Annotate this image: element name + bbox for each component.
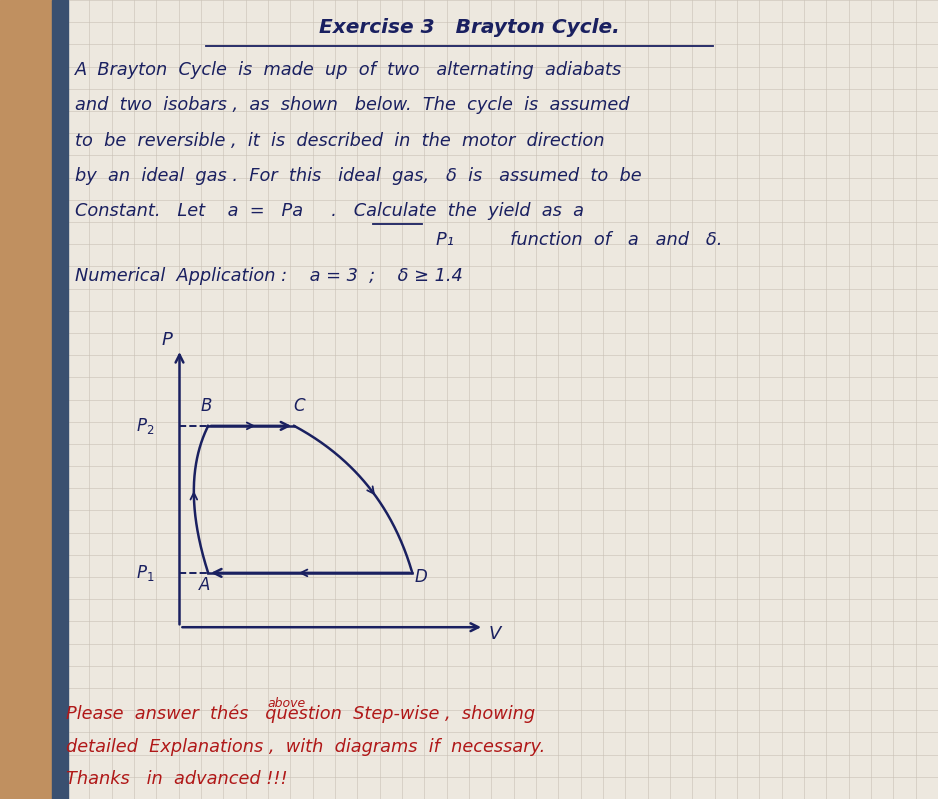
Text: P₁          function  of   a   and   δ.: P₁ function of a and δ.	[436, 231, 722, 248]
Text: Exercise 3   Brayton Cycle.: Exercise 3 Brayton Cycle.	[319, 18, 619, 38]
Text: P: P	[161, 331, 173, 348]
Text: detailed  Explanations ,  with  diagrams  if  necessary.: detailed Explanations , with diagrams if…	[66, 738, 545, 756]
Bar	[52, 0, 68, 799]
Text: Thanks   in  advanced !!!: Thanks in advanced !!!	[66, 770, 287, 788]
Text: Numerical  Application :    a = 3  ;    δ ≥ 1.4: Numerical Application : a = 3 ; δ ≥ 1.4	[75, 267, 462, 284]
Text: above: above	[267, 697, 306, 710]
Text: B: B	[201, 397, 212, 415]
Text: and  two  isobars ,  as  shown   below.  The  cycle  is  assumed: and two isobars , as shown below. The cy…	[75, 97, 629, 114]
Text: $P_1$: $P_1$	[136, 562, 155, 583]
Text: Please  answer  thés   question  Step-wise ,  showing: Please answer thés question Step-wise , …	[66, 704, 535, 723]
Text: A  Brayton  Cycle  is  made  up  of  two   alternating  adiabats: A Brayton Cycle is made up of two altern…	[75, 62, 622, 79]
Text: by  an  ideal  gas .  For  this   ideal  gas,   δ  is   assumed  to  be: by an ideal gas . For this ideal gas, δ …	[75, 167, 642, 185]
Text: D: D	[415, 568, 428, 586]
Text: A: A	[199, 576, 210, 594]
Text: to  be  reversible ,  it  is  described  in  the  motor  direction: to be reversible , it is described in th…	[75, 132, 604, 149]
Text: C: C	[294, 397, 305, 415]
Text: Constant.   Let    a  =   Pa     .   Calculate  the  yield  as  a: Constant. Let a = Pa . Calculate the yie…	[75, 202, 584, 220]
Text: V: V	[489, 625, 501, 642]
Bar	[0, 0, 52, 799]
Text: $P_2$: $P_2$	[136, 415, 155, 436]
